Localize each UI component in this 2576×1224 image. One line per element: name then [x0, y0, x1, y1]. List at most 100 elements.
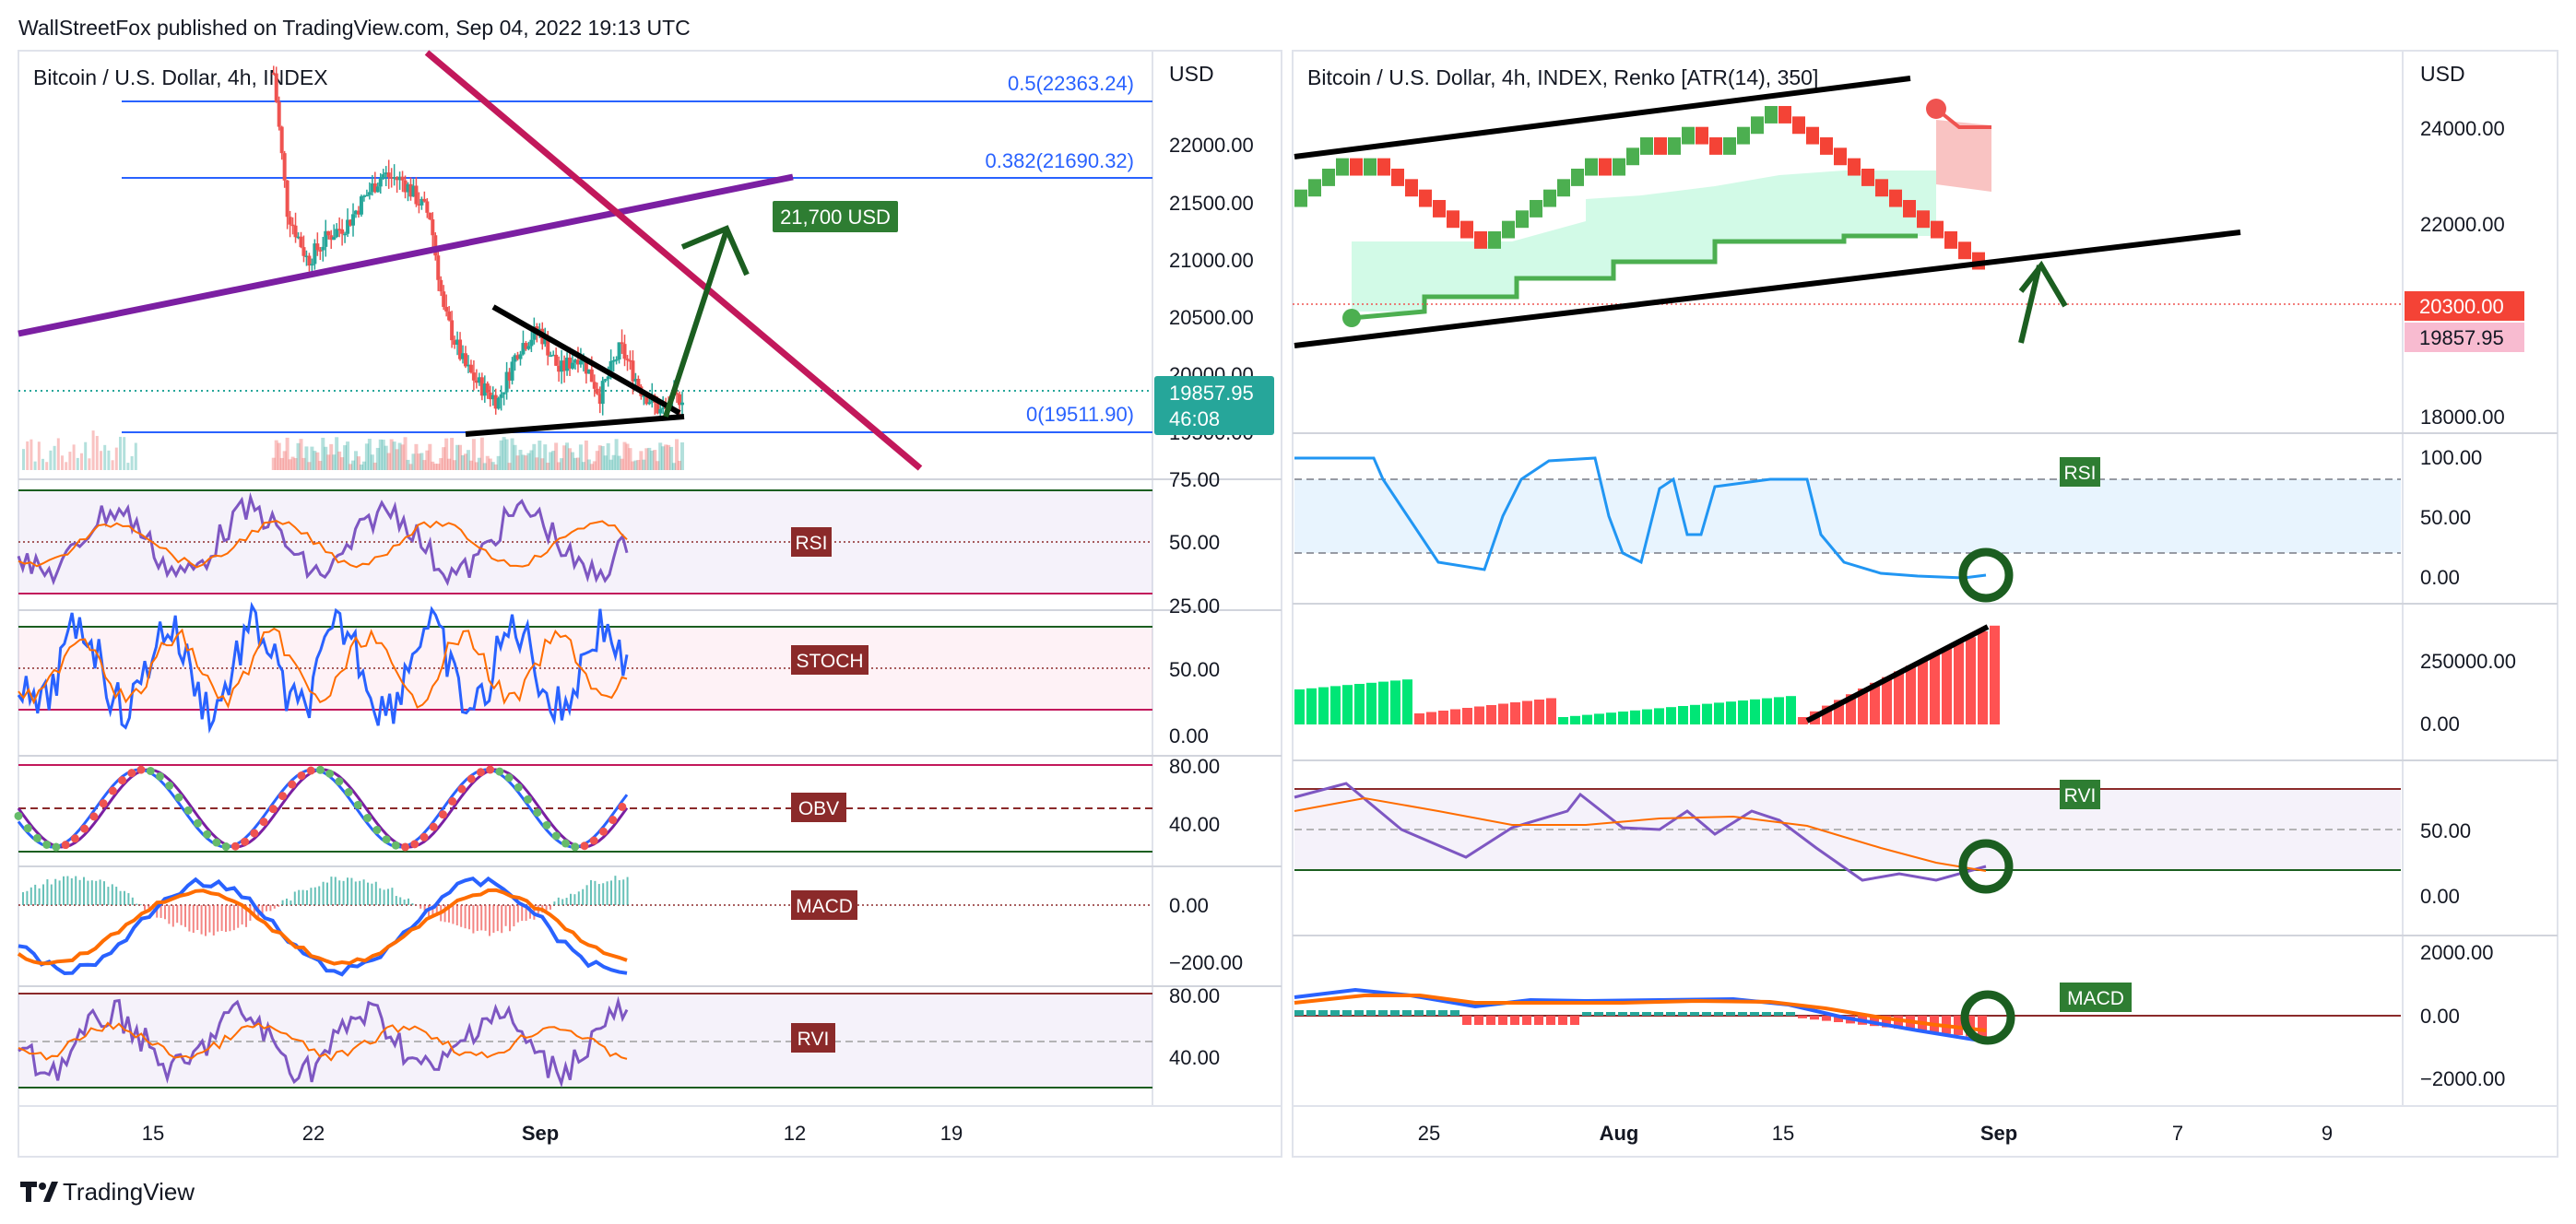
triangle-lower-line[interactable]	[465, 414, 685, 437]
fib-retracement[interactable]: 0.5(22363.24) 0.382(21690.32) 0(19511.90…	[122, 72, 1152, 433]
obv-dot	[476, 768, 485, 777]
macd-hist-bar	[476, 905, 479, 932]
right-time-axis[interactable]: 25 Aug 15 Sep 7 9	[1418, 1122, 2333, 1145]
left-price-tick: 21000.00	[1169, 249, 1254, 272]
volume-bar	[436, 464, 441, 470]
volume-bar	[603, 455, 608, 470]
hist-bar	[1582, 714, 1592, 724]
volume-bar	[518, 450, 523, 470]
lower-channel-line[interactable]	[1294, 230, 2241, 348]
volume-bar	[488, 458, 492, 470]
obv-dot	[165, 781, 174, 790]
renko-brick	[1861, 169, 1874, 186]
volume-bar	[134, 442, 137, 470]
green-arrow-up[interactable]	[663, 225, 750, 418]
hist-bar	[1666, 707, 1676, 724]
left-time-tick: 12	[784, 1122, 806, 1145]
candle	[458, 332, 463, 361]
macd-hist-bar	[1534, 1016, 1543, 1025]
volume-bar	[609, 459, 613, 470]
candle	[502, 392, 506, 406]
left-price-tick: 22000.00	[1169, 134, 1254, 157]
macd-hist-bar	[408, 898, 409, 905]
obv-dot	[419, 832, 429, 842]
volume-bar	[597, 445, 602, 470]
volume-bar	[565, 442, 570, 470]
hist-bar	[1642, 709, 1652, 724]
macd-hist-bar	[301, 889, 304, 905]
obv-dot	[70, 834, 79, 843]
macd-hist-bar	[58, 880, 61, 905]
renko-brick	[1751, 116, 1764, 135]
volume-bar	[636, 460, 641, 470]
tradingview-logo[interactable]: TradingView	[20, 1178, 195, 1206]
right-currency-label: USD	[2420, 62, 2465, 86]
macd-hist-bar	[359, 880, 361, 905]
volume-bar	[361, 461, 366, 470]
macd-hist-bar	[338, 880, 341, 905]
candle	[392, 164, 396, 186]
volume-bar	[504, 439, 509, 470]
hist-bar	[1342, 685, 1353, 724]
macd-hist-bar	[34, 884, 37, 905]
macd-hist-bar	[1414, 1010, 1424, 1016]
macd-hist-bar	[70, 877, 73, 905]
candle	[386, 159, 391, 189]
candle	[372, 171, 377, 194]
macd-signal-line	[1294, 994, 1987, 1032]
obv-dot	[514, 783, 523, 792]
macd-hist-bar	[1498, 1016, 1507, 1025]
obv-dot	[61, 841, 70, 850]
red-cloud-projection	[1936, 120, 1991, 192]
candle	[326, 230, 331, 240]
macd-hist-bar	[253, 905, 255, 917]
left-time-axis[interactable]: 15 22 Sep 12 19	[142, 1122, 963, 1145]
obv-dot	[401, 842, 410, 852]
macd-hist-bar	[30, 887, 32, 905]
hist-bar	[1750, 699, 1760, 724]
macd-hist-bar	[622, 879, 625, 905]
magenta-downtrend-line[interactable]	[424, 50, 923, 471]
triangle-upper-line[interactable]	[491, 304, 681, 416]
macd-hist-bar	[136, 903, 138, 905]
macd-hist-bar	[208, 905, 211, 933]
renko-brick	[1723, 137, 1736, 155]
left-price-tick: 21500.00	[1169, 192, 1254, 215]
hist-bar	[1978, 631, 1988, 724]
rsi-signal-line	[18, 520, 628, 569]
macd-hist-bar	[54, 878, 57, 905]
macd-hist-bar	[1954, 1016, 1963, 1035]
macd-hist-bar	[229, 905, 231, 932]
hist-bar	[1558, 717, 1568, 724]
macd-hist-bar	[342, 880, 345, 905]
volume-bar	[41, 458, 44, 470]
histogram-trendline[interactable]	[1805, 624, 1990, 724]
volume-bar	[417, 453, 421, 470]
obv-dot	[136, 765, 146, 774]
volume-bar	[442, 447, 446, 470]
macd-hist-bar	[310, 888, 313, 905]
green-arrow-up[interactable]	[2018, 260, 2068, 344]
hist-bar	[1822, 705, 1832, 724]
volume-bar	[114, 447, 118, 470]
hist-bar	[1630, 710, 1640, 724]
target-badge: 21,700 USD	[773, 201, 898, 232]
hist-bar	[1738, 700, 1748, 724]
candle	[406, 182, 410, 202]
volume-bar	[324, 446, 328, 470]
macd-hist-bar	[144, 905, 146, 911]
purple-trendline[interactable]	[18, 173, 794, 337]
right-price-axis[interactable]: 24000.00 22000.00 18000.00	[2420, 117, 2505, 429]
countdown-timer: 46:08	[1169, 407, 1220, 430]
volume-bar	[507, 463, 512, 470]
upper-channel-line[interactable]	[1294, 76, 1911, 159]
obv-dot	[504, 773, 514, 783]
left-macd-pane: MACD 0.00 −200.00	[17, 876, 1243, 977]
volume-bar	[524, 455, 528, 470]
macd-hist-bar	[318, 886, 321, 905]
macd-hist-bar	[468, 905, 470, 930]
macd-hist-bar	[217, 905, 219, 932]
volume-bar	[575, 457, 580, 470]
hist-bar	[1294, 689, 1305, 724]
candle	[562, 355, 567, 383]
